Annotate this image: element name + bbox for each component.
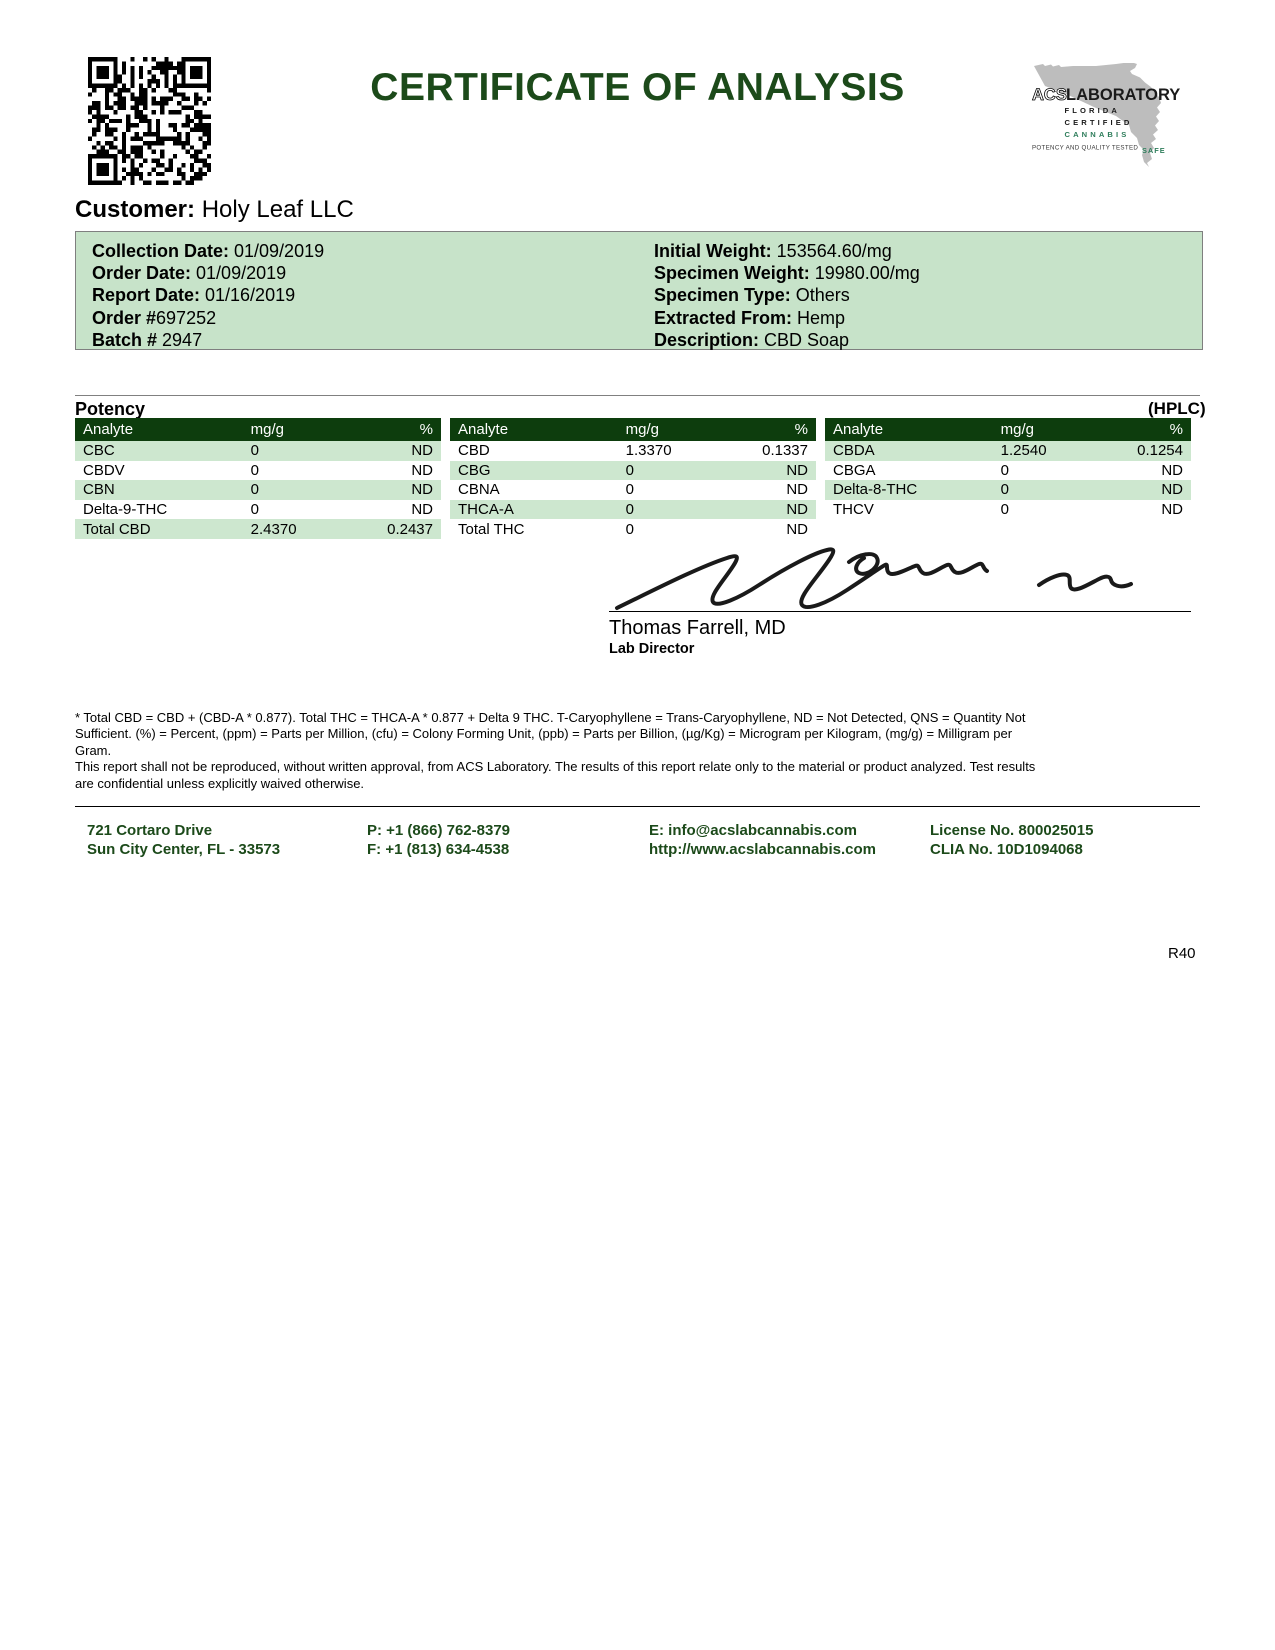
svg-text:ACS: ACS [1032, 86, 1067, 104]
svg-text:LABORATORY: LABORATORY [1066, 86, 1180, 104]
svg-text:SAFE: SAFE [1142, 146, 1166, 155]
svg-text:CANNABIS: CANNABIS [1065, 130, 1130, 139]
svg-text:CERTIFIED: CERTIFIED [1065, 118, 1133, 127]
svg-text:POTENCY AND QUALITY TESTED: POTENCY AND QUALITY TESTED [1032, 145, 1138, 152]
svg-text:FLORIDA: FLORIDA [1065, 106, 1120, 115]
